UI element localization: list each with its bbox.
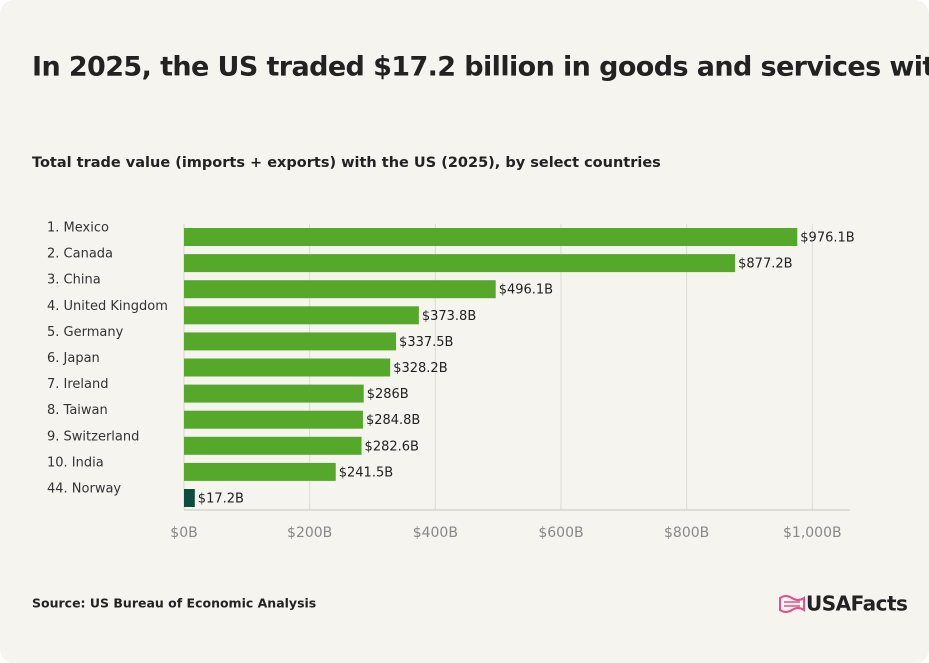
x-tick-label: $200B [287, 525, 332, 541]
source: Source: US Bureau of Economic Analysis [32, 596, 316, 611]
logo-icon [779, 595, 805, 613]
bar [184, 306, 419, 325]
chart-title: In 2025, the US traded $17.2 billion in … [32, 52, 929, 83]
x-tick-label: $0B [170, 525, 197, 541]
category-label: 1. Mexico [47, 221, 109, 236]
value-label: $337.5B [399, 335, 453, 350]
category-label: 2. Canada [47, 247, 113, 262]
bar [184, 384, 364, 403]
x-tick-label: $800B [664, 525, 709, 541]
bar [184, 332, 397, 351]
value-label: $282.6B [365, 439, 419, 454]
category-label: 5. Germany [47, 325, 124, 340]
bar [184, 489, 195, 507]
category-label: 7. Ireland [47, 377, 109, 392]
value-label: $328.2B [393, 361, 447, 376]
value-label: $373.8B [422, 309, 476, 324]
logo: USAFacts [806, 592, 907, 616]
category-label: 44. Norway [47, 482, 121, 497]
chart-subtitle: Total trade value (imports + exports) wi… [32, 155, 661, 171]
bar [184, 462, 336, 481]
bar [184, 436, 362, 455]
value-label: $976.1B [800, 231, 854, 246]
bar [184, 228, 798, 246]
value-label: $286B [367, 387, 409, 402]
bar [184, 254, 736, 273]
category-label: 4. United Kingdom [47, 299, 168, 314]
bar [184, 358, 391, 377]
x-tick-label: $400B [413, 525, 458, 541]
x-tick-label: $600B [538, 525, 583, 541]
category-label: 9. Switzerland [47, 429, 139, 444]
value-label: $241.5B [339, 465, 393, 480]
category-label: 3. China [47, 273, 101, 288]
x-tick-label: $1,000B [783, 525, 842, 541]
value-label: $284.8B [366, 413, 420, 428]
category-label: 6. Japan [47, 351, 100, 366]
value-label: $17.2B [198, 492, 244, 507]
value-label: $877.2B [738, 257, 792, 272]
bar [184, 280, 496, 299]
category-label: 8. Taiwan [47, 403, 108, 418]
bar [184, 410, 363, 429]
value-label: $496.1B [499, 283, 553, 298]
category-label: 10. India [47, 455, 104, 470]
